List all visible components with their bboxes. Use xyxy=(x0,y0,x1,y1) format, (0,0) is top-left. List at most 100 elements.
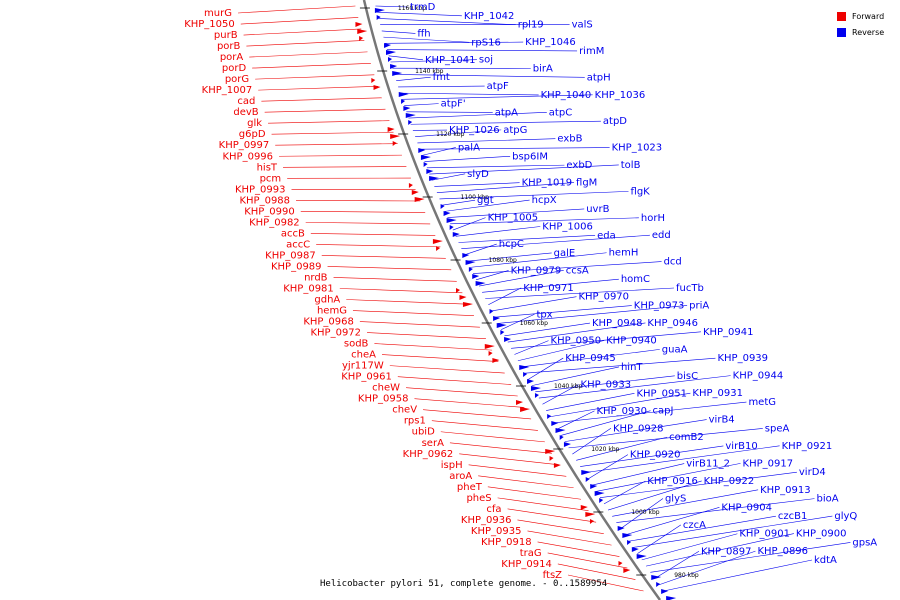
reverse-leader-line xyxy=(375,5,409,8)
reverse-gene-label: KHP_1042 xyxy=(464,11,515,22)
forward-gene-label: KHP_0990 xyxy=(244,206,295,217)
reverse-gene-feature xyxy=(408,120,413,125)
reverse-gene-label: czcB1 xyxy=(778,511,807,522)
reverse-gene-label: KHP_0973 xyxy=(634,301,685,312)
reverse-leader-line xyxy=(455,226,541,237)
reverse-gene-label: KHP_0913 xyxy=(760,485,811,496)
reverse-gene-feature xyxy=(500,330,505,335)
reverse-gene-feature xyxy=(590,484,598,489)
forward-gene-label: aroA xyxy=(449,471,472,482)
reverse-leader-line xyxy=(616,498,815,523)
forward-leader-line xyxy=(264,108,386,113)
reverse-leader-line xyxy=(645,533,794,567)
reverse-gene-label: KHP_0900 xyxy=(796,529,847,540)
forward-leader-line xyxy=(237,5,356,14)
reverse-leader-line xyxy=(426,164,565,169)
forward-gene-label: KHP_0993 xyxy=(235,184,286,195)
reverse-gene-label: atpF xyxy=(487,81,509,92)
forward-gene-feature xyxy=(545,449,556,454)
reverse-gene-label: flgK xyxy=(631,186,651,197)
reverse-gene-label: atpC xyxy=(549,107,572,118)
forward-leader-line xyxy=(440,431,545,443)
reverse-gene-feature xyxy=(426,169,434,174)
forward-gene-label: murG xyxy=(204,8,232,19)
reverse-leader-line xyxy=(524,357,716,374)
reverse-leader-line xyxy=(535,375,675,393)
reverse-leader-line xyxy=(628,515,776,542)
forward-gene-feature xyxy=(520,407,531,412)
reverse-leader-line xyxy=(386,49,578,52)
reverse-gene-feature xyxy=(468,267,473,272)
reverse-leader-line xyxy=(591,463,685,486)
forward-gene-label: ubiD xyxy=(412,427,435,438)
legend: Forward Reverse xyxy=(837,8,897,40)
reverse-gene-feature xyxy=(386,50,397,55)
forward-gene-feature xyxy=(516,400,524,405)
reverse-gene-label: virB4 xyxy=(709,415,735,426)
forward-gene-label: pheT xyxy=(457,482,483,493)
reverse-leader-line xyxy=(583,445,780,474)
forward-gene-label: cad xyxy=(237,96,255,107)
reverse-leader-line xyxy=(612,489,759,517)
reverse-gene-feature xyxy=(599,498,604,503)
reverse-leader-line xyxy=(620,498,664,530)
reverse-gene-feature xyxy=(390,64,398,69)
reverse-gene-label: exbB xyxy=(557,134,582,145)
reverse-leader-line xyxy=(398,85,485,88)
reverse-gene-feature xyxy=(462,253,470,258)
forward-leader-line xyxy=(240,17,359,25)
legend-forward: Forward xyxy=(837,8,897,24)
reverse-gene-label: galE xyxy=(554,248,576,259)
forward-gene-label: glk xyxy=(247,118,262,129)
forward-gene-label: porG xyxy=(225,74,249,85)
reverse-gene-label: KHP_1040 xyxy=(541,90,592,101)
forward-gene-label: KHP_0935 xyxy=(471,526,522,537)
reverse-leader-line xyxy=(488,287,522,305)
reverse-gene-feature xyxy=(374,8,385,13)
reverse-gene-feature xyxy=(617,526,625,531)
forward-leader-line xyxy=(283,166,407,168)
reverse-gene-label: KHP_0897 xyxy=(701,546,752,557)
reverse-gene-label: slyD xyxy=(467,169,489,180)
reverse-gene-feature xyxy=(388,57,393,62)
forward-gene-label: rps1 xyxy=(404,416,426,427)
reverse-leader-line xyxy=(485,287,675,299)
reverse-gene-feature xyxy=(559,435,564,440)
reverse-gene-label: hcpC xyxy=(499,239,524,250)
reverse-leader-line xyxy=(504,322,590,337)
reverse-gene-label: valS xyxy=(572,20,593,31)
forward-gene-label: yjr117W xyxy=(342,361,384,372)
reverse-gene-label: KHP_1005 xyxy=(488,213,539,224)
reverse-leader-line xyxy=(444,199,530,212)
forward-gene-feature xyxy=(408,183,413,188)
forward-gene-feature xyxy=(355,22,363,27)
reverse-leader-line xyxy=(408,112,547,119)
reverse-leader-line xyxy=(531,366,620,386)
forward-gene-label: KHP_0936 xyxy=(461,515,512,526)
reverse-gene-label: KHP_1036 xyxy=(595,90,646,101)
position-label: 1160 kbp xyxy=(398,5,426,12)
forward-gene-label: KHP_0988 xyxy=(239,195,290,206)
reverse-gene-feature xyxy=(398,92,409,97)
forward-leader-line xyxy=(517,519,604,534)
reverse-gene-feature xyxy=(405,113,416,118)
reverse-leader-line xyxy=(378,18,516,26)
forward-leader-line xyxy=(414,398,525,408)
reverse-leader-line xyxy=(641,533,738,561)
reverse-gene-feature xyxy=(384,43,392,48)
position-label: 1060 kbp xyxy=(520,320,548,327)
forward-leader-line xyxy=(249,51,368,58)
reverse-gene-label: KHP_0917 xyxy=(743,458,794,469)
forward-leader-line xyxy=(423,409,532,420)
forward-gene-label: cheA xyxy=(351,350,376,361)
reverse-leader-line xyxy=(514,340,549,355)
forward-gene-label: cfa xyxy=(486,504,501,515)
reverse-gene-label: virB10 xyxy=(725,441,757,452)
forward-leader-line xyxy=(321,255,446,259)
reverse-leader-line xyxy=(406,111,493,113)
reverse-gene-label: atpF' xyxy=(441,99,466,110)
reverse-gene-label: KHP_0916 xyxy=(647,476,698,487)
forward-leader-line xyxy=(268,120,390,124)
reverse-gene-label: speA xyxy=(765,423,790,434)
reverse-gene-label: guaA xyxy=(662,344,688,355)
